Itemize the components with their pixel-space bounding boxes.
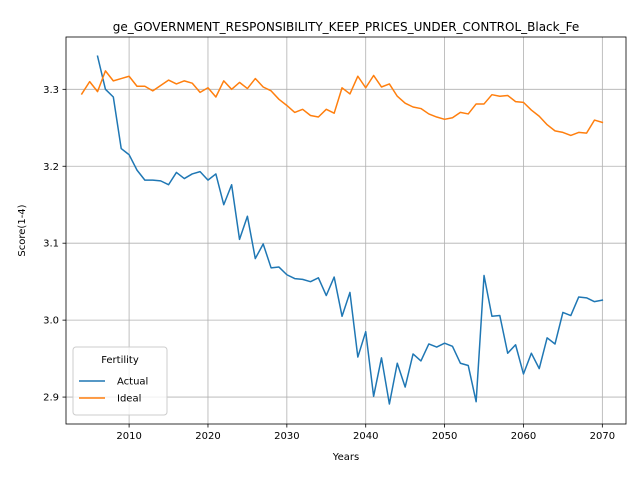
x-tick-label: 2030 [274,431,299,442]
y-axis-label: Score(1-4) [17,204,28,256]
x-tick-label: 2040 [353,431,378,442]
legend-items: Actual Ideal [79,377,148,405]
y-tick-label: 3.2 [43,162,59,173]
series-line-ideal [80,70,604,137]
legend: Fertility Actual Ideal [72,346,168,416]
legend-label-actual: Actual [117,377,148,388]
x-tick-label: 2050 [432,431,457,442]
series-line-actual [96,55,604,405]
x-tick-label: 2060 [511,431,536,442]
y-tick-label: 3.0 [43,316,59,327]
legend-title: Fertility [101,355,139,366]
chart-title: ge_GOVERNMENT_RESPONSIBILITY_KEEP_PRICES… [113,20,579,34]
x-axis: 2010 2020 2030 2040 2050 2060 2070 [116,424,615,442]
legend-label-ideal: Ideal [117,394,141,405]
y-tick-label: 3.3 [43,85,59,96]
x-tick-label: 2010 [116,431,141,442]
plot-frame [65,36,627,425]
x-axis-label: Years [332,452,359,463]
series-lines [80,55,604,405]
y-tick-label: 2.9 [43,393,59,404]
x-tick-label: 2020 [195,431,220,442]
y-tick-label: 3.1 [43,239,59,250]
y-axis: 2.9 3.0 3.1 3.2 3.3 [43,85,66,404]
x-tick-label: 2070 [590,431,615,442]
